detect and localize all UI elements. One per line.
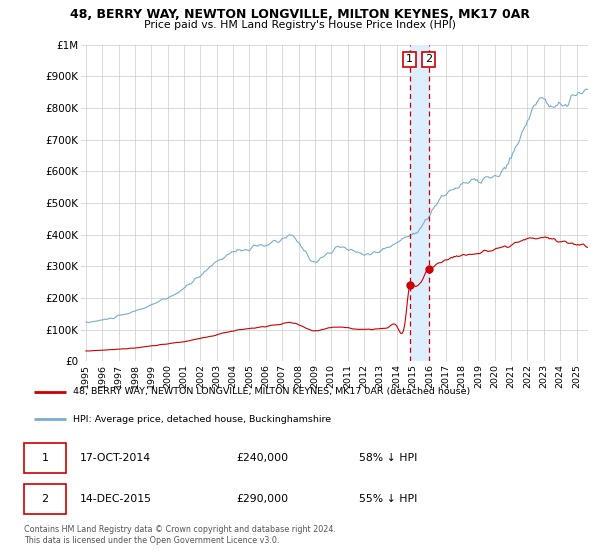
Text: HPI: Average price, detached house, Buckinghamshire: HPI: Average price, detached house, Buck…	[73, 415, 331, 424]
Text: 2: 2	[425, 54, 432, 64]
Text: 17-OCT-2014: 17-OCT-2014	[80, 453, 151, 463]
Text: Price paid vs. HM Land Registry's House Price Index (HPI): Price paid vs. HM Land Registry's House …	[144, 20, 456, 30]
FancyBboxPatch shape	[24, 444, 66, 473]
Text: 48, BERRY WAY, NEWTON LONGVILLE, MILTON KEYNES, MK17 0AR (detached house): 48, BERRY WAY, NEWTON LONGVILLE, MILTON …	[73, 387, 470, 396]
Text: 1: 1	[406, 54, 413, 64]
Text: £240,000: £240,000	[236, 453, 288, 463]
Bar	[410, 45, 428, 361]
Text: 14-DEC-2015: 14-DEC-2015	[80, 494, 152, 504]
Text: 55% ↓ HPI: 55% ↓ HPI	[359, 494, 417, 504]
Text: 2: 2	[41, 494, 49, 504]
Text: 58% ↓ HPI: 58% ↓ HPI	[359, 453, 417, 463]
Text: 48, BERRY WAY, NEWTON LONGVILLE, MILTON KEYNES, MK17 0AR: 48, BERRY WAY, NEWTON LONGVILLE, MILTON …	[70, 8, 530, 21]
FancyBboxPatch shape	[24, 484, 66, 514]
Text: 1: 1	[41, 453, 49, 463]
Text: Contains HM Land Registry data © Crown copyright and database right 2024.
This d: Contains HM Land Registry data © Crown c…	[24, 525, 336, 545]
Text: £290,000: £290,000	[236, 494, 288, 504]
